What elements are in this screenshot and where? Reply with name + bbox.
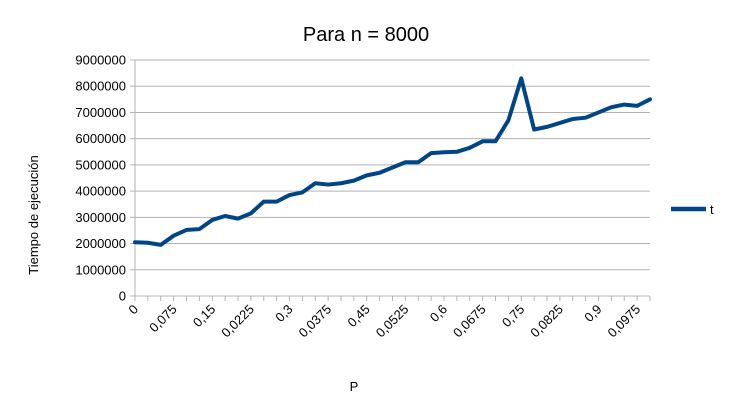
- data-point-t: [584, 116, 588, 120]
- data-point-t: [481, 139, 485, 143]
- data-point-t: [172, 234, 176, 238]
- x-tick-label: 0,45: [344, 302, 373, 331]
- data-point-t: [146, 241, 150, 245]
- y-tick-label: 8000000: [75, 79, 126, 94]
- data-point-t: [403, 160, 407, 164]
- data-point-t: [532, 127, 536, 131]
- data-point-t: [609, 105, 613, 109]
- x-axis-title: P: [350, 379, 359, 394]
- x-tick-label: 0,0225: [218, 302, 257, 341]
- x-tick-label: 0,0825: [527, 302, 566, 341]
- x-tick-label: 0: [125, 302, 141, 318]
- grid-lines: [135, 59, 650, 297]
- data-point-t: [249, 211, 253, 215]
- legend-label-t: t: [710, 202, 714, 217]
- legend: t: [671, 202, 714, 217]
- data-point-t: [326, 183, 330, 187]
- data-point-t: [300, 190, 304, 194]
- x-tick-label: 0,0675: [450, 302, 489, 341]
- data-point-t: [648, 97, 652, 101]
- data-point-t: [159, 243, 163, 247]
- data-point-t: [352, 179, 356, 183]
- y-tick-label: 4000000: [75, 184, 126, 199]
- data-point-t: [519, 76, 523, 80]
- y-tick-label: 5000000: [75, 157, 126, 172]
- data-point-t: [288, 193, 292, 197]
- data-point-t: [468, 146, 472, 150]
- x-tick-label: 0,75: [499, 302, 528, 331]
- data-point-t: [339, 181, 343, 185]
- data-point-t: [416, 160, 420, 164]
- data-point-t: [571, 117, 575, 121]
- x-tick-label: 0,0525: [373, 302, 412, 341]
- data-point-t: [133, 240, 137, 244]
- data-point-t: [455, 150, 459, 154]
- axes: [130, 59, 651, 301]
- data-point-t: [442, 150, 446, 154]
- y-axis-title: Tiempo de ejecución: [26, 155, 41, 274]
- x-tick-labels: 0 0,075 0,15 0,0225 0,3 0,0375 0,45 0,0525 0,6 0,…: [125, 302, 643, 341]
- data-point-t: [494, 139, 498, 143]
- data-point-t: [558, 121, 562, 125]
- data-point-t: [545, 125, 549, 129]
- x-tick-label: 0,6: [427, 302, 450, 325]
- y-tick-labels: 0 1000000 2000000 3000000 4000000 5000000 6000…: [75, 53, 126, 304]
- data-point-t: [223, 214, 227, 218]
- x-tick-label: 0,15: [190, 302, 219, 331]
- data-point-t: [429, 151, 433, 155]
- data-point-t: [262, 200, 266, 204]
- data-point-t: [313, 181, 317, 185]
- data-point-t: [185, 228, 189, 232]
- data-point-t: [506, 118, 510, 122]
- series-lines: [133, 76, 652, 247]
- y-tick-label: 7000000: [75, 105, 126, 120]
- y-tick-label: 0: [119, 289, 126, 304]
- data-point-t: [597, 110, 601, 114]
- data-point-t: [236, 217, 240, 221]
- series-line-t: [133, 76, 652, 247]
- x-tick-label: 0,075: [146, 302, 180, 336]
- data-point-t: [210, 218, 214, 222]
- chart-title: Para n = 8000: [303, 24, 429, 46]
- data-point-t: [622, 103, 626, 107]
- data-point-t: [275, 200, 279, 204]
- x-tick-label: 0,0975: [605, 302, 644, 341]
- data-point-t: [391, 166, 395, 170]
- x-tick-label: 0,0375: [296, 302, 335, 341]
- y-tick-label: 2000000: [75, 236, 126, 251]
- data-point-t: [197, 227, 201, 231]
- y-tick-label: 9000000: [75, 53, 126, 68]
- x-tick-label: 0,9: [581, 302, 604, 325]
- x-tick-label: 0,3: [272, 302, 295, 325]
- data-point-t: [635, 104, 639, 108]
- y-tick-label: 6000000: [75, 131, 126, 146]
- data-point-t: [365, 173, 369, 177]
- y-tick-label: 3000000: [75, 210, 126, 225]
- y-tick-label: 1000000: [75, 262, 126, 277]
- data-point-t: [378, 171, 382, 175]
